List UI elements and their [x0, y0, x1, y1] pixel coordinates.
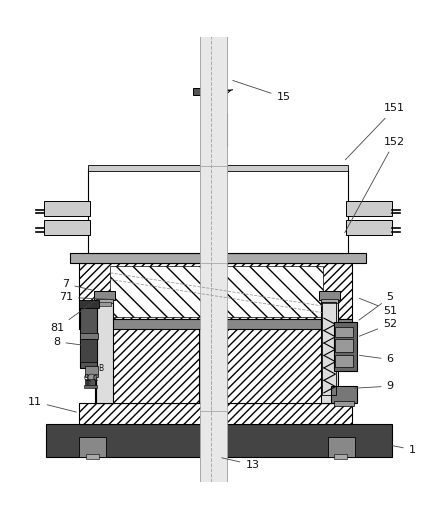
Bar	[333, 401, 354, 406]
Bar	[79, 437, 106, 457]
Bar	[335, 354, 353, 367]
Bar	[80, 306, 97, 368]
Bar	[346, 220, 392, 235]
Bar	[331, 386, 357, 403]
Bar	[335, 327, 353, 337]
Bar	[46, 424, 392, 457]
Bar	[200, 166, 227, 263]
Text: 7: 7	[62, 279, 92, 290]
Text: 51: 51	[359, 298, 397, 316]
Bar	[110, 266, 324, 317]
Bar	[85, 379, 89, 386]
Text: 6: 6	[359, 354, 393, 364]
Text: 151: 151	[346, 103, 405, 160]
Bar	[94, 291, 115, 301]
Bar	[322, 302, 336, 395]
Bar	[88, 166, 348, 171]
Bar	[333, 322, 357, 371]
Bar	[200, 29, 227, 482]
Bar	[96, 298, 113, 303]
Text: 5: 5	[359, 292, 393, 320]
Bar	[200, 411, 227, 482]
Text: 152: 152	[345, 137, 405, 233]
Bar	[200, 24, 227, 166]
Bar	[79, 263, 352, 319]
Text: 8: 8	[53, 337, 88, 347]
Bar	[44, 220, 90, 235]
Bar	[346, 201, 392, 216]
Text: 15: 15	[233, 80, 291, 102]
Text: 13: 13	[222, 458, 259, 470]
Bar	[85, 366, 98, 377]
Bar	[80, 339, 97, 362]
Bar	[328, 437, 354, 457]
Bar	[227, 328, 331, 403]
Bar	[319, 291, 340, 301]
Bar	[335, 339, 353, 352]
Bar	[79, 301, 99, 308]
Bar	[88, 169, 348, 253]
Text: B: B	[98, 364, 103, 374]
Text: 1: 1	[386, 444, 416, 455]
Text: C: C	[84, 374, 89, 383]
Bar	[95, 328, 199, 403]
Bar	[333, 454, 347, 458]
Text: 52: 52	[359, 319, 397, 336]
Bar	[321, 298, 338, 303]
Text: 9: 9	[355, 381, 394, 391]
Bar	[98, 302, 111, 306]
Bar	[70, 253, 366, 263]
Text: C: C	[93, 374, 98, 383]
Bar	[84, 385, 97, 388]
Bar	[44, 201, 90, 216]
Bar	[87, 375, 97, 380]
Text: 71: 71	[59, 292, 110, 302]
Bar	[79, 319, 352, 329]
Circle shape	[88, 374, 95, 381]
Bar	[80, 333, 98, 339]
Bar	[206, 113, 227, 146]
Bar	[86, 454, 99, 458]
Bar	[193, 88, 223, 95]
Text: 81: 81	[50, 301, 95, 333]
Bar	[321, 298, 338, 403]
Text: 11: 11	[28, 397, 76, 412]
Bar	[79, 403, 352, 424]
Bar	[96, 298, 113, 403]
Bar	[90, 379, 95, 386]
